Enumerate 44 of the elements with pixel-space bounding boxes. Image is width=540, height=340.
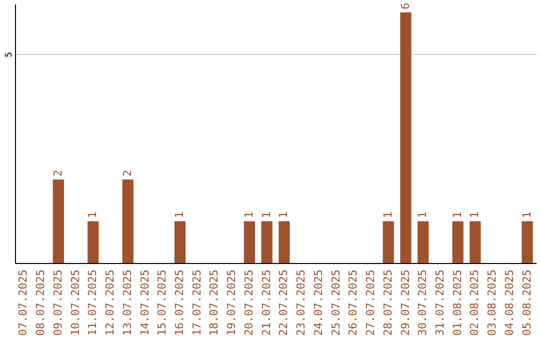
x-tick-label: 01.08.2025 [450,270,464,336]
x-tick-label: 09.07.2025 [51,270,64,336]
data-label: 1 [381,212,394,218]
x-tick-label: 19.07.2025 [225,270,238,336]
data-label: 1 [86,212,100,218]
y-tick-label: 5 [4,52,14,58]
data-label: 1 [416,212,430,218]
x-tick-label: 05.08.2025 [520,270,534,336]
x-tick-label: 15.07.2025 [156,270,169,336]
data-label: 1 [260,212,273,218]
data-label: 1 [172,212,186,218]
x-tick-label: 13.07.2025 [120,270,134,336]
data-label: 1 [520,212,534,218]
x-tick-label: 27.07.2025 [364,270,378,336]
x-tick-label: 02.08.2025 [468,270,482,336]
data-label: 2 [51,170,64,176]
x-tick-label: 04.08.2025 [502,270,516,336]
x-tick-label: 22.07.2025 [277,270,290,336]
data-label: 1 [277,212,290,218]
x-tick-label: 14.07.2025 [138,270,152,336]
x-tick-label: 20.07.2025 [242,270,256,336]
x-tick-label: 31.07.2025 [433,270,446,336]
x-tick-label: 29.07.2025 [398,270,412,336]
data-label: 1 [468,212,482,218]
data-label: 2 [120,170,134,176]
x-tick-label: 17.07.2025 [190,270,204,336]
x-tick-label: 10.07.2025 [68,270,82,336]
x-tick-label: 03.08.2025 [486,270,499,336]
x-tick-label: 21.07.2025 [260,270,273,336]
x-tick-label: 30.07.2025 [416,270,430,336]
x-tick-label: 12.07.2025 [104,270,117,336]
x-tick-label: 23.07.2025 [294,270,308,336]
x-tick-label: 16.07.2025 [172,270,186,336]
x-tick-label: 24.07.2025 [312,270,325,336]
data-label: 6 [398,2,412,10]
x-tick-label: 26.07.2025 [346,270,360,336]
x-tick-label: 18.07.2025 [208,270,221,336]
x-tick-label: 25.07.2025 [329,270,342,336]
data-label: 1 [450,212,464,218]
x-tick-label: 11.07.2025 [86,270,100,336]
x-tick-label: 28.07.2025 [381,270,394,336]
x-tick-label: 07.07.2025 [16,270,30,336]
x-tick-label: 08.07.2025 [34,270,48,336]
data-label: 1 [242,212,256,218]
